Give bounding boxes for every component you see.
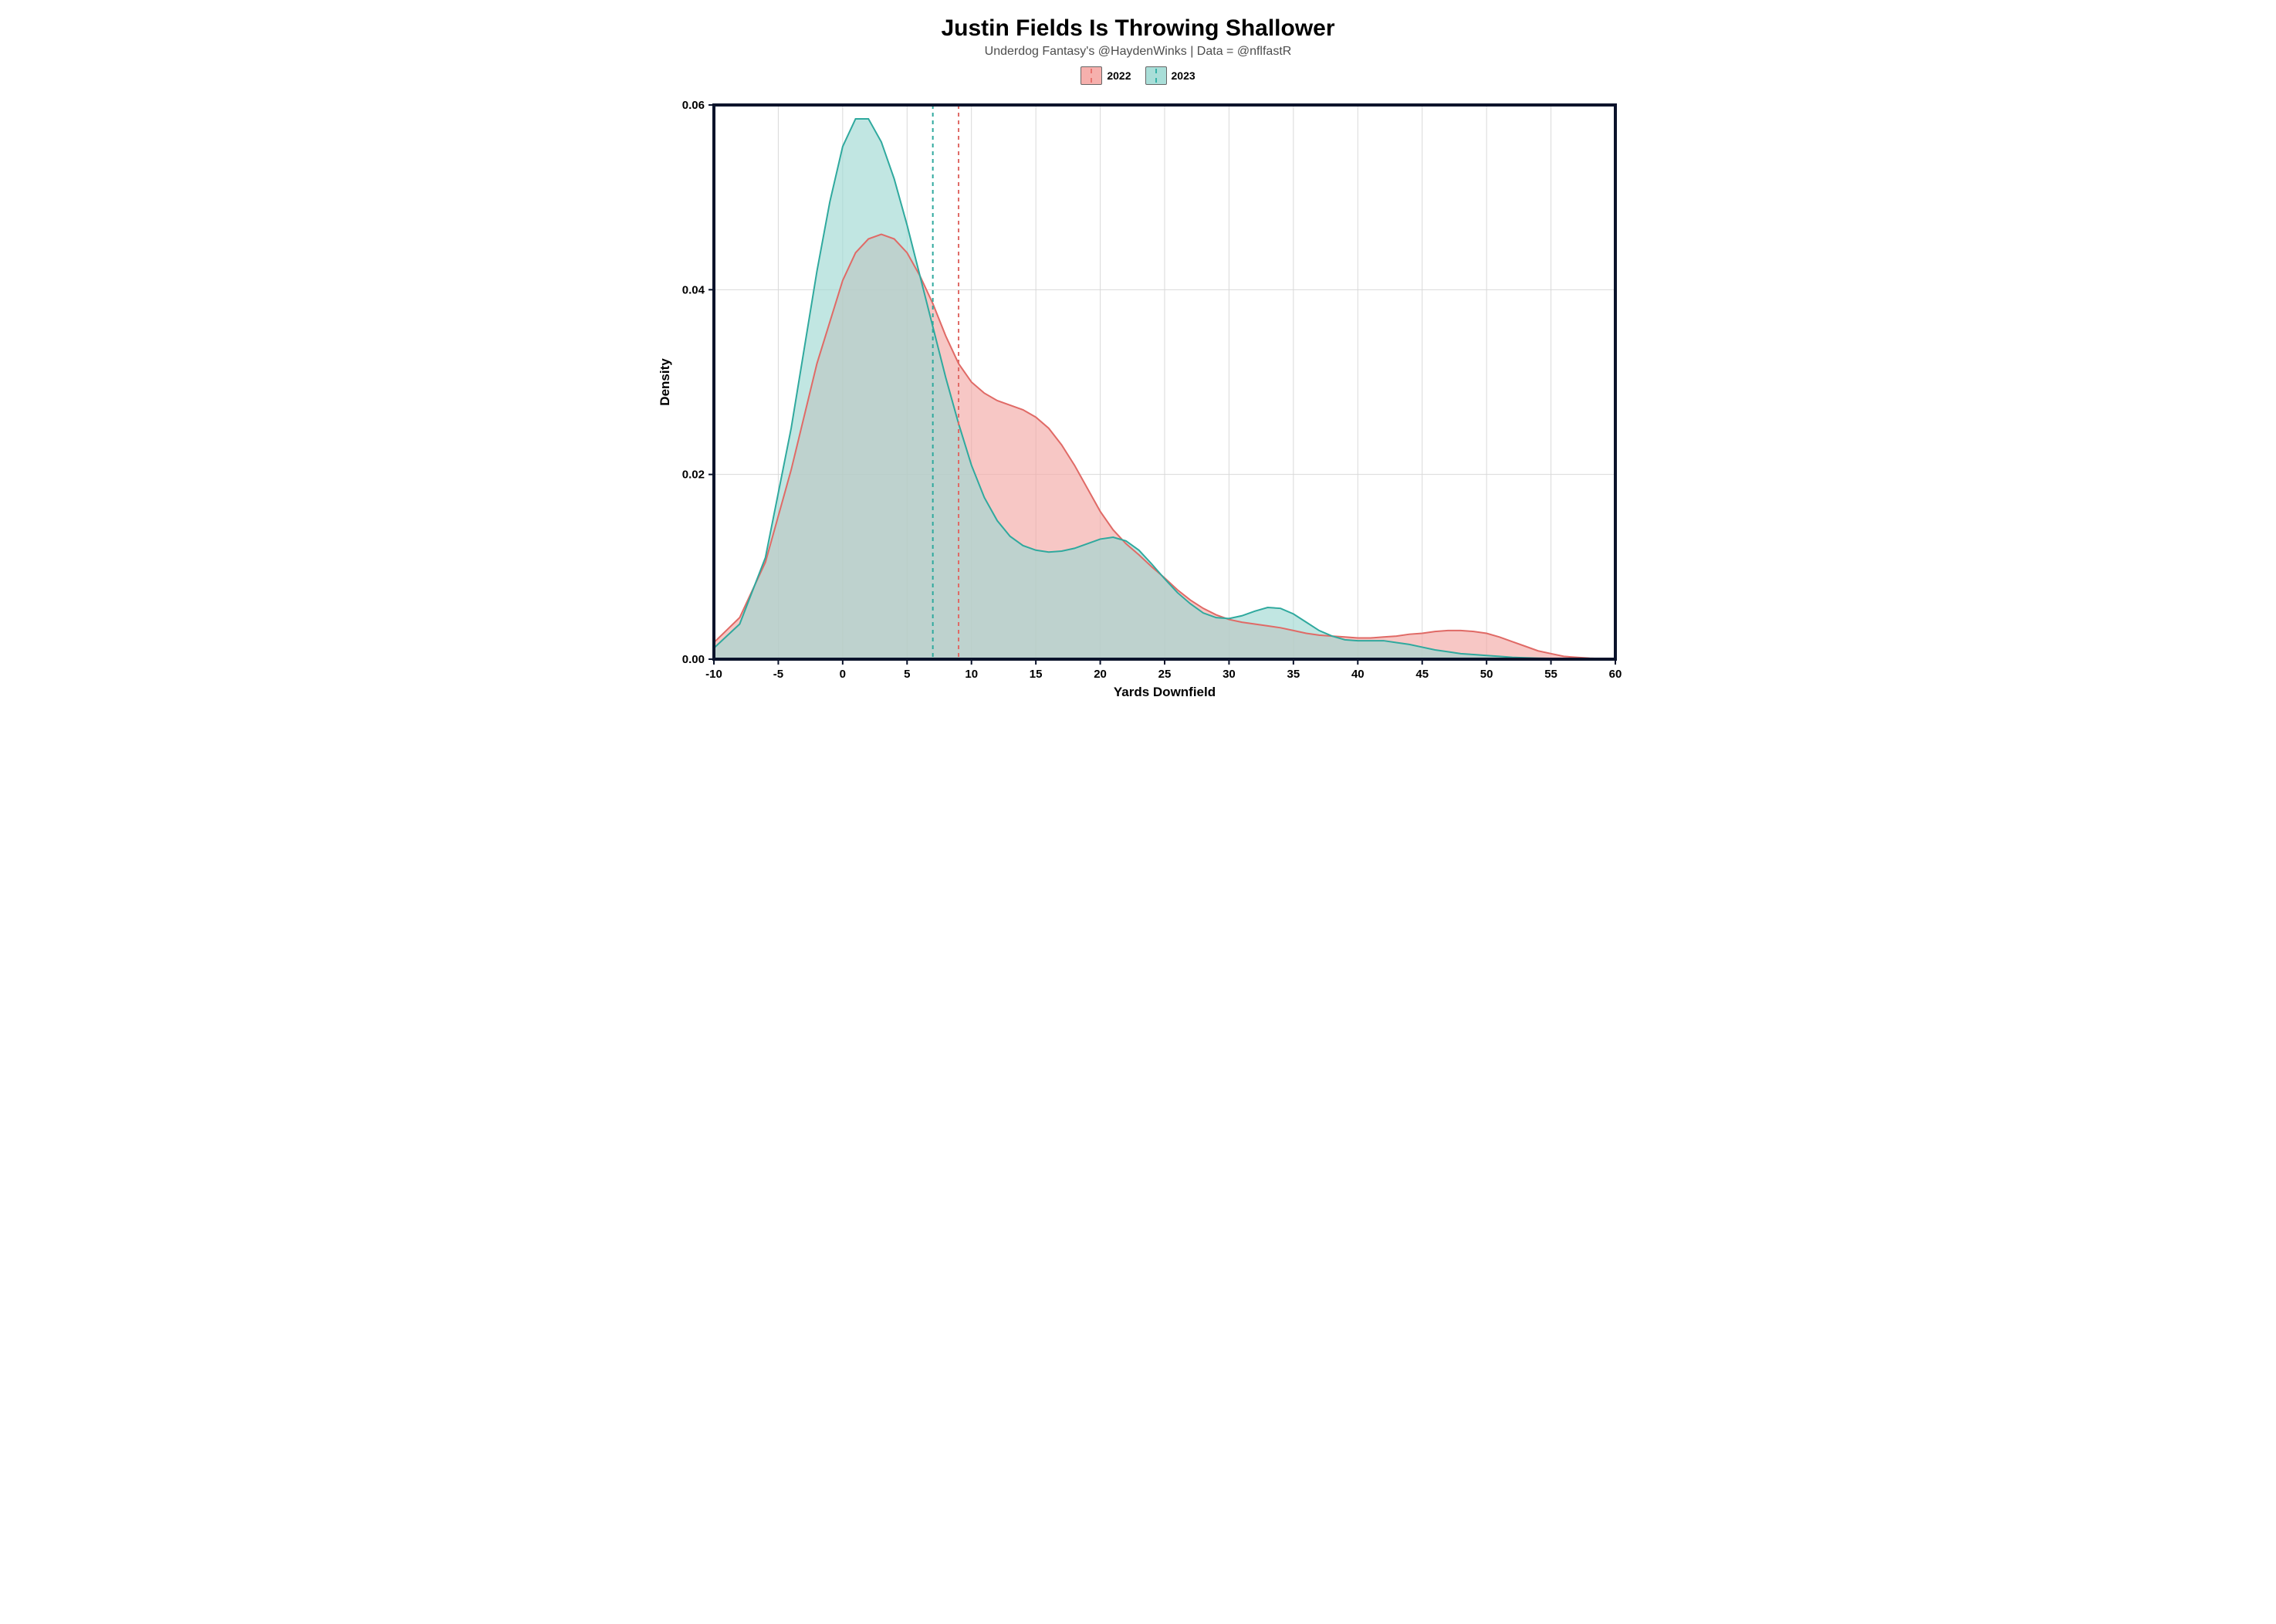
x-tick-label: 15 <box>1029 668 1042 681</box>
x-tick-label: 50 <box>1480 668 1493 681</box>
y-tick-label: 0.06 <box>681 99 704 112</box>
x-tick-label: 10 <box>965 668 978 681</box>
density-chart: -10 -5 0 5 10 15 20 25 30 35 40 45 50 55 60 0.00 0.02 0.0… <box>652 97 1625 707</box>
y-tick-label: 0.00 <box>681 653 704 666</box>
y-tick-label: 0.04 <box>681 283 705 296</box>
legend-swatch-2022 <box>1081 66 1102 85</box>
x-tick-label: 55 <box>1544 668 1557 681</box>
x-tick-label: 20 <box>1094 668 1107 681</box>
x-tick-label: 0 <box>839 668 845 681</box>
y-tick-label: 0.02 <box>681 469 704 482</box>
x-axis-label: Yards Downfield <box>1113 685 1215 699</box>
legend-label-2022: 2022 <box>1107 69 1131 82</box>
x-tick-label: 35 <box>1287 668 1300 681</box>
x-tick-label: 45 <box>1415 668 1429 681</box>
x-tick-label: 25 <box>1158 668 1171 681</box>
chart-title: Justin Fields Is Throwing Shallower <box>652 15 1625 42</box>
legend-item-2023: 2023 <box>1145 66 1195 85</box>
x-tick-label: 5 <box>904 668 910 681</box>
legend-label-2023: 2023 <box>1172 69 1195 82</box>
x-tick-label: 30 <box>1223 668 1236 681</box>
y-axis-label: Density <box>658 358 672 406</box>
legend-swatch-2023 <box>1145 66 1167 85</box>
x-tick-label: 60 <box>1608 668 1622 681</box>
legend-item-2022: 2022 <box>1081 66 1131 85</box>
legend: 2022 2023 <box>652 66 1625 85</box>
chart-subtitle: Underdog Fantasy's @HaydenWinks | Data =… <box>652 45 1625 59</box>
x-tick-label: -10 <box>705 668 722 681</box>
chart-panel: -10 -5 0 5 10 15 20 25 30 35 40 45 50 55 60 0.00 0.02 0.0… <box>652 97 1625 707</box>
x-tick-label: 40 <box>1351 668 1364 681</box>
x-tick-label: -5 <box>773 668 783 681</box>
